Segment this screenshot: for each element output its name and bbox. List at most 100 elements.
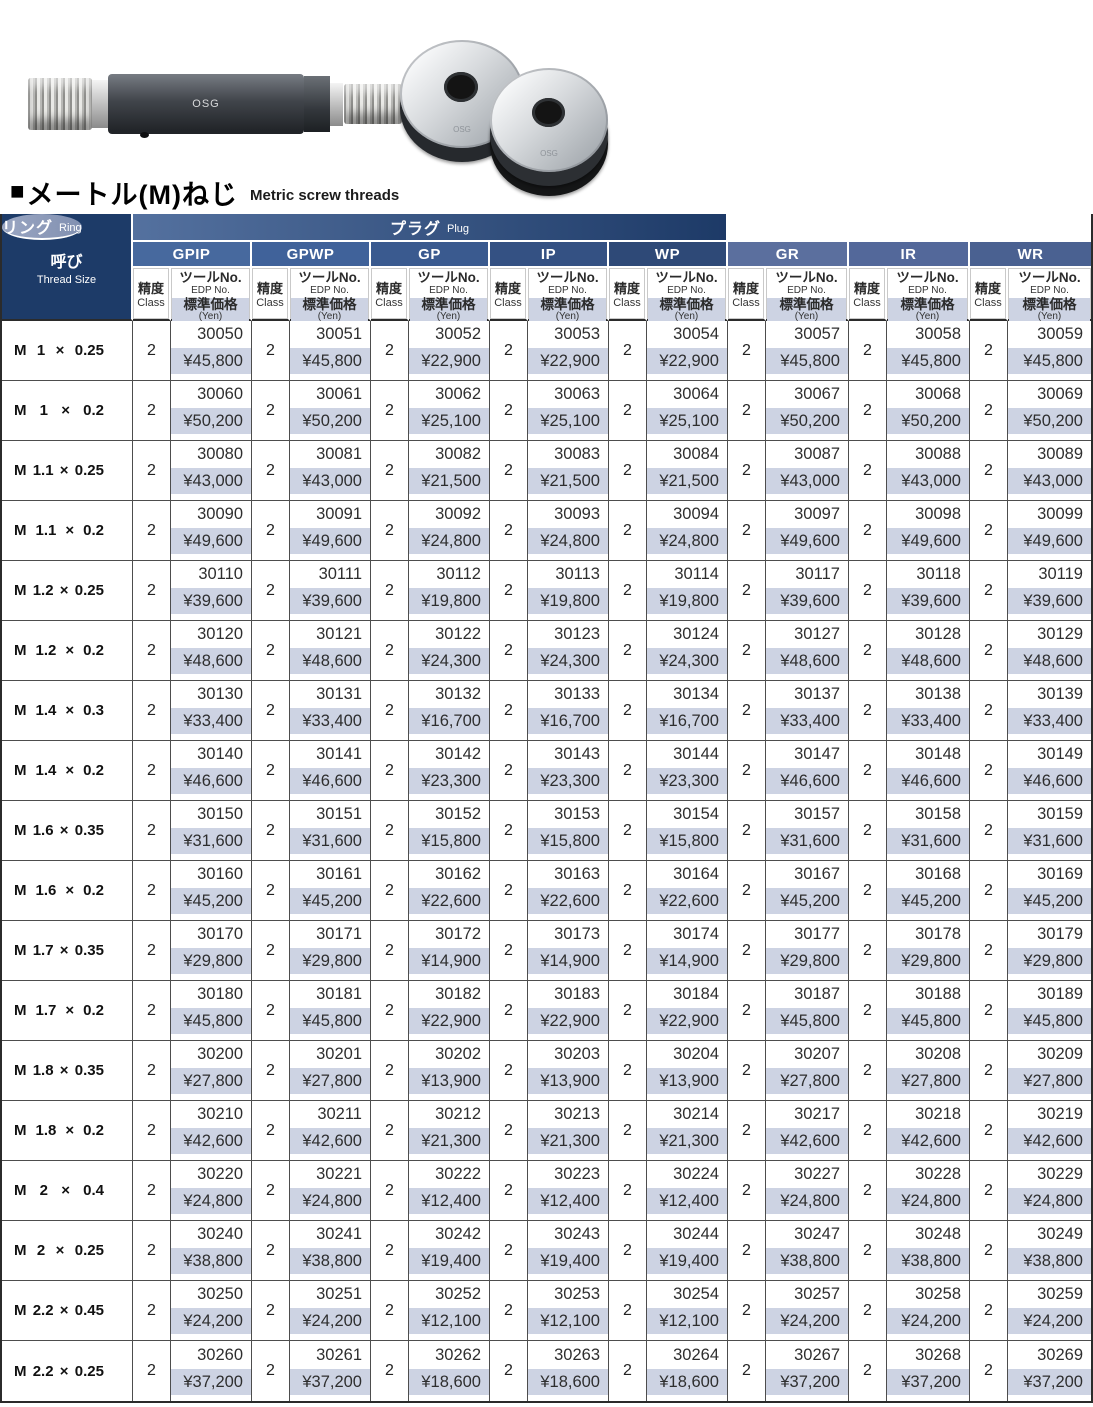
edp-no: 30138 [915,685,961,703]
class-value: 2 [609,1041,647,1101]
class-value: 2 [849,1221,887,1281]
class-value: 2 [371,1161,409,1221]
price: ¥49,600 [887,528,969,554]
price: ¥46,600 [290,768,370,794]
class-value: 2 [252,561,290,621]
class-value: 2 [252,501,290,561]
tool-price-cell: 30227 ¥24,800 [766,1161,849,1221]
class-value: 2 [371,861,409,921]
edp-no: 30063 [554,385,600,403]
tool-price-cell: 30147 ¥46,600 [766,741,849,801]
tool-no-header: ツールNo. EDP No. 標準価格 (Yen) [171,268,252,322]
class-value: 2 [371,1101,409,1161]
price: ¥22,900 [647,348,727,374]
price: ¥15,800 [528,828,608,854]
price: ¥31,600 [1008,828,1091,854]
tool-price-cell: 30249 ¥38,800 [1008,1221,1091,1281]
class-value: 2 [609,1281,647,1341]
price: ¥14,900 [647,948,727,974]
tool-price-cell: 30187 ¥45,800 [766,981,849,1041]
edp-no: 30083 [554,445,600,463]
price: ¥21,300 [528,1128,608,1154]
class-header-jp: 精度 [613,281,640,296]
thread-size: M 1.1 × 0.2 [2,501,133,561]
thread-size-label-jp: 呼び [50,253,83,271]
thread-size-token: M [14,702,27,719]
edp-no: 30154 [673,805,719,823]
tool-price-cell: 30222 ¥12,400 [409,1161,490,1221]
class-value: 2 [133,1221,171,1281]
class-value: 2 [133,861,171,921]
tool-price-cell: 30203 ¥13,900 [528,1041,609,1101]
edp-no: 30183 [554,985,600,1003]
edp-no: 30268 [915,1345,961,1364]
price: ¥12,100 [647,1308,727,1334]
edp-no: 30162 [435,865,481,883]
price: ¥48,600 [766,648,848,674]
thread-size-token: × [59,1362,69,1380]
price: ¥24,200 [171,1308,251,1334]
edp-no: 30247 [794,1225,840,1243]
class-header-en: Class [613,297,641,309]
tool-price-cell: 30160 ¥45,200 [171,861,252,921]
price: ¥13,900 [528,1068,608,1094]
class-header-jp: 精度 [375,281,402,296]
edp-no: 30147 [794,745,840,763]
tool-price-cell: 30133 ¥16,700 [528,681,609,741]
class-value: 2 [133,1101,171,1161]
class-header: 精度 Class [252,268,290,321]
price: ¥42,600 [171,1128,251,1154]
class-value: 2 [970,561,1008,621]
tool-price-cell: 30122 ¥24,300 [409,621,490,681]
class-header: 精度 Class [371,268,409,321]
price: ¥38,800 [766,1248,848,1274]
tool-price-cell: 30060 ¥50,200 [171,381,252,441]
column-group-gp: GP [371,242,490,268]
thread-size-token: 0.2 [83,882,104,899]
tool-price-cell: 30269 ¥37,200 [1008,1341,1091,1401]
thread-size: M 1.2 × 0.2 [2,621,133,681]
class-value: 2 [970,921,1008,981]
class-value: 2 [252,1221,290,1281]
tool-no-header-jp: ツールNo. [417,270,480,285]
thread-size-token: 1.7 [32,942,54,959]
thread-size-token: 1.1 [32,462,54,479]
class-value: 2 [728,861,766,921]
thread-size-token: M [14,1182,27,1199]
class-value: 2 [970,321,1008,381]
price: ¥43,000 [1008,468,1091,494]
price: ¥37,200 [766,1369,848,1395]
class-value: 2 [133,441,171,501]
thread-size-token: M [14,462,27,479]
edp-no: 30163 [554,865,600,883]
edp-no: 30211 [317,1105,362,1123]
price: ¥24,200 [290,1308,370,1334]
class-value: 2 [728,1281,766,1341]
class-value: 2 [252,1101,290,1161]
class-value: 2 [609,921,647,981]
tool-price-cell: 30081 ¥43,000 [290,441,371,501]
thread-size-token: × [59,822,69,839]
price: ¥24,800 [409,528,489,554]
edp-no: 30249 [1037,1225,1083,1243]
price: ¥22,900 [528,348,608,374]
price-header-jp: 標準価格 [1022,297,1077,312]
tool-price-cell: 30267 ¥37,200 [766,1341,849,1401]
title-english: Metric screw threads [249,186,400,204]
thread-size-token: 0.25 [74,1242,104,1259]
price: ¥31,600 [887,828,969,854]
edp-no: 30252 [435,1285,481,1303]
tool-price-cell: 30259 ¥24,200 [1008,1281,1091,1341]
price: ¥46,600 [171,768,251,794]
class-header-jp: 精度 [853,281,880,296]
thread-size-token: 0.2 [83,1002,104,1019]
price: ¥39,600 [766,588,848,614]
price: ¥49,600 [290,528,370,554]
tool-price-cell: 30253 ¥12,100 [528,1281,609,1341]
tool-price-cell: 30151 ¥31,600 [290,801,371,861]
tool-no-header-jp: ツールNo. [896,270,959,285]
edp-no: 30124 [673,625,719,643]
class-value: 2 [133,801,171,861]
price-header-jp: 標準価格 [779,297,834,312]
price: ¥43,000 [290,468,370,494]
